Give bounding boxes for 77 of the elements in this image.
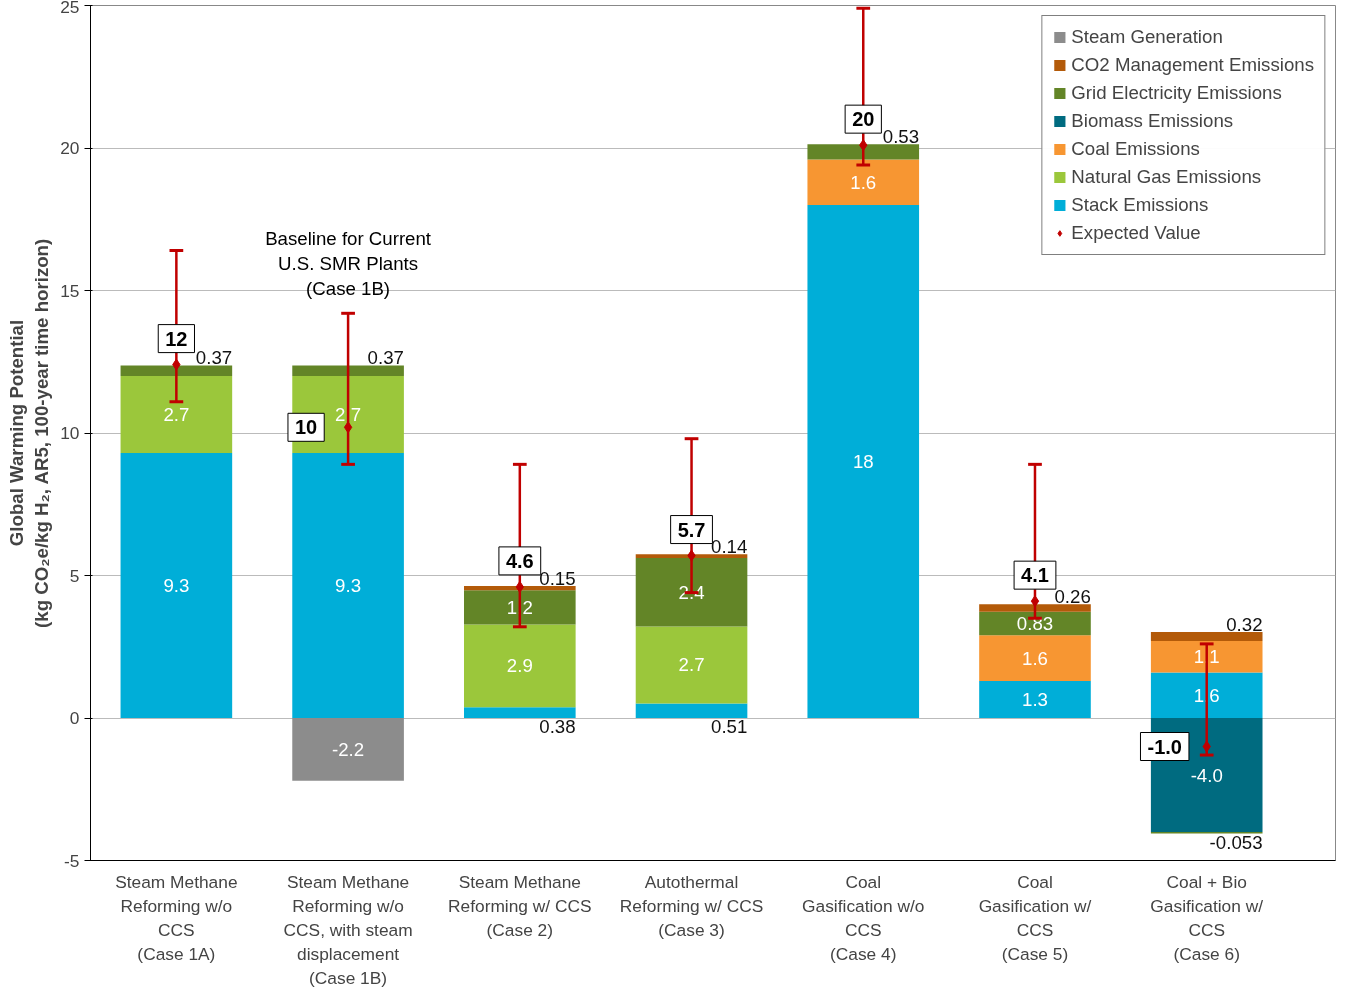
bar [979, 680, 1091, 718]
data-label: -2.2 [332, 738, 365, 760]
legend-label: CO2 Management Emissions [1071, 54, 1314, 76]
data-label: 0.32 [1226, 613, 1263, 635]
annotation: Baseline for Current U.S. SMR Plants (Case 1B) [265, 227, 432, 299]
y-tick-label: 25 [60, 0, 80, 17]
bar [979, 635, 1091, 681]
bar [807, 144, 920, 160]
bar [120, 452, 233, 718]
data-label: 0.26 [1054, 586, 1091, 608]
data-label: 9.3 [163, 574, 190, 596]
data-label: 0.51 [711, 716, 748, 737]
legend-label: Steam Generation [1071, 26, 1223, 48]
legend-label: Stack Emissions [1071, 194, 1209, 216]
y-tick-label: 5 [69, 565, 80, 586]
data-label: 2.7 [163, 403, 190, 425]
data-label: 4.1 [1021, 564, 1049, 587]
data-label: 5.7 [677, 518, 706, 541]
data-label: 9.3 [335, 574, 362, 596]
data-label: 2.7 [678, 654, 705, 676]
legend-label: Grid Electricity Emissions [1071, 82, 1282, 104]
bar [635, 558, 748, 627]
legend-label: Biomass Emissions [1071, 110, 1234, 132]
data-label: 1.3 [1022, 688, 1048, 710]
bar [1150, 641, 1263, 673]
y-tick-label: 15 [60, 280, 80, 301]
data-label: 0.37 [195, 347, 233, 369]
bar [807, 159, 920, 205]
bar [292, 365, 404, 376]
legend-label: Coal Emissions [1071, 138, 1200, 160]
bar [464, 707, 576, 718]
bar [979, 604, 1091, 612]
y-tick-label: 10 [60, 423, 80, 443]
bar [807, 205, 920, 718]
x-tick-label: Steam Methane Reforming w/ CCS (Case 2) [448, 871, 592, 940]
data-label: -0.053 [1209, 831, 1263, 853]
x-tick-label: Coal + Bio Gasification w/ CCS (Case 6) [1150, 871, 1264, 964]
data-label: 1.6 [850, 171, 877, 193]
data-label: 20 [852, 108, 875, 131]
data-label: 4.6 [505, 549, 534, 572]
bar [292, 452, 404, 718]
data-label: -4.0 [1190, 764, 1223, 786]
bar [464, 624, 576, 708]
y-tick-label: 20 [60, 138, 80, 158]
y-tick-label: 0 [69, 708, 80, 728]
data-label: 12 [165, 327, 188, 350]
x-tick-label: Coal Gasification w/o CCS (Case 4) [802, 871, 925, 964]
data-label: 1.6 [1022, 647, 1048, 669]
bar [292, 376, 404, 453]
bar [292, 718, 404, 781]
bar [635, 554, 748, 559]
bar [635, 703, 748, 718]
bar [979, 611, 1091, 636]
data-label: 0.37 [367, 347, 404, 369]
x-tick-label: Steam Methane Reforming w/o CCS (Case 1A) [115, 871, 238, 964]
data-label: 2.9 [506, 655, 533, 677]
bar [1150, 718, 1263, 832]
data-label: 0.38 [539, 716, 576, 737]
bar [1150, 672, 1263, 718]
data-label: -1.0 [1147, 735, 1182, 758]
data-label: 10 [294, 416, 318, 439]
legend-label: Expected Value [1071, 222, 1201, 244]
bar [635, 626, 748, 704]
legend-label: Natural Gas Emissions [1071, 166, 1262, 188]
x-tick-label: Steam Methane Reforming w/o CCS, with steam displacement (Case 1B) [283, 871, 413, 988]
y-tick-label: -5 [64, 850, 80, 871]
bar [464, 590, 576, 625]
data-label: 0.14 [711, 536, 748, 558]
bar [120, 365, 233, 376]
bar [1150, 631, 1263, 642]
y-axis-title: Global Warming Potential (kg CO₂e/kg H₂, AR5, 100-year time horizon) [6, 238, 53, 628]
data-label: 0.53 [882, 126, 920, 148]
x-tick-label: Autothermal Reforming w/ CCS (Case 3) [619, 871, 764, 940]
x-tick-label: Coal Gasification w/ CCS (Case 5) [978, 871, 1092, 964]
bar [120, 376, 233, 453]
data-label: 0.15 [539, 568, 576, 590]
data-label: 18 [852, 451, 874, 472]
